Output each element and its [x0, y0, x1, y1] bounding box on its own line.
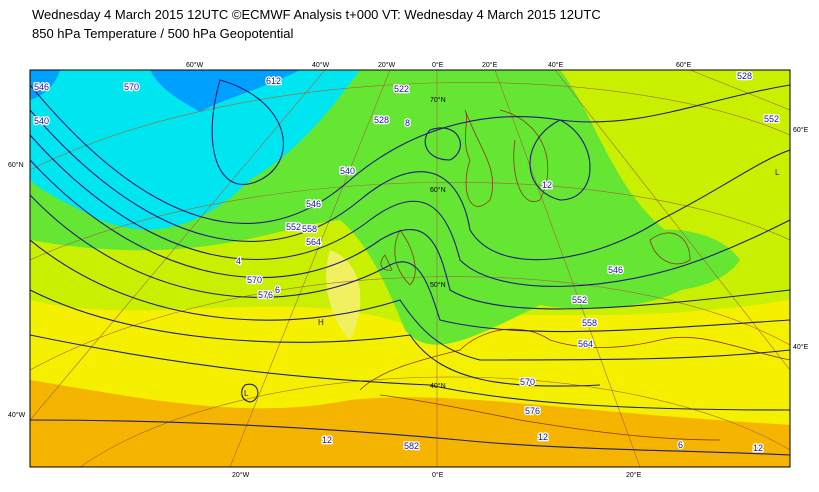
contour-label: 12 — [538, 432, 548, 442]
contour-labels: 570 528 552 612 522 528 540 546 552 558 … — [33, 70, 781, 455]
temp-band — [30, 70, 60, 100]
low-label: L — [775, 168, 780, 177]
contour-label: 582 — [404, 441, 419, 451]
map — [29, 69, 791, 468]
high-label: H — [318, 318, 324, 327]
lon-label: 40°E — [548, 61, 564, 69]
temp-band — [326, 250, 361, 340]
lat-labels: 70°N 60°N 50°N 40°N 60°N 40°W 60°E 40°E — [8, 96, 809, 419]
contour-label: 12 — [753, 443, 763, 453]
contour-label: 552 — [286, 222, 301, 232]
contour-label: 564 — [578, 339, 593, 349]
subtitle: 850 hPa Temperature / 500 hPa Geopotenti… — [32, 26, 294, 41]
contour-label: 558 — [582, 318, 597, 328]
lat-label: 70°N — [430, 96, 446, 104]
lon-labels: 60°W 40°W 20°W 0°E 20°E 40°E 60°E 20°W 0… — [186, 61, 692, 479]
lon-label: 0°E — [432, 471, 444, 479]
contour-label: 4 — [236, 256, 241, 266]
lon-label: 60°E — [676, 61, 692, 69]
contour-label: 8 — [405, 118, 410, 128]
contour-label: 552 — [572, 295, 587, 305]
lon-label: 20°E — [626, 471, 642, 479]
contour-label: 546 — [306, 199, 321, 209]
lat-label: 40°E — [793, 343, 809, 351]
contour-label: 546 — [34, 82, 49, 92]
lat-label: 40°N — [430, 382, 446, 390]
temp-band — [30, 380, 790, 467]
contour-label: 570 — [247, 275, 262, 285]
lon-label: 40°W — [312, 61, 330, 69]
contour-label: 540 — [340, 166, 355, 176]
lat-label: 60°E — [793, 126, 809, 134]
contour-label: 528 — [374, 115, 389, 125]
contour-label: 12 — [322, 435, 332, 445]
contour-label: 6 — [275, 285, 280, 295]
lat-label: 50°N — [430, 281, 446, 289]
pressure-centres: H L L — [244, 168, 780, 398]
lon-label: 0°E — [432, 61, 444, 69]
temp-band — [150, 70, 300, 112]
lon-label: 20°E — [482, 61, 498, 69]
lon-label: 60°W — [186, 61, 204, 69]
contour-label: 576 — [525, 406, 540, 416]
lat-label: 60°N — [430, 186, 446, 194]
contour-label: 552 — [764, 114, 779, 124]
low-label: L — [244, 389, 249, 398]
title: Wednesday 4 March 2015 12UTC ©ECMWF Anal… — [32, 7, 601, 22]
map-frame — [29, 69, 791, 468]
lon-label: 20°W — [378, 61, 396, 69]
contour-label: 576 — [258, 290, 273, 300]
contour-label: 12 — [542, 180, 552, 190]
contour-label: 6 — [678, 440, 683, 450]
lon-label: 20°W — [232, 471, 250, 479]
contour-label: 528 — [737, 71, 752, 81]
contour-label: 612 — [266, 76, 281, 86]
contour-label: 546 — [608, 265, 623, 275]
contour-label: 540 — [34, 116, 49, 126]
contour-label: 570 — [124, 82, 139, 92]
temp-band — [30, 70, 360, 230]
lat-label: 60°N — [8, 161, 24, 169]
geopotential-contours — [30, 79, 790, 456]
lat-label: 40°W — [8, 411, 26, 419]
contour-label: 564 — [306, 237, 321, 247]
contour-label: 522 — [394, 84, 409, 94]
contour-label: 570 — [520, 377, 535, 387]
contour-label: 558 — [302, 224, 317, 234]
